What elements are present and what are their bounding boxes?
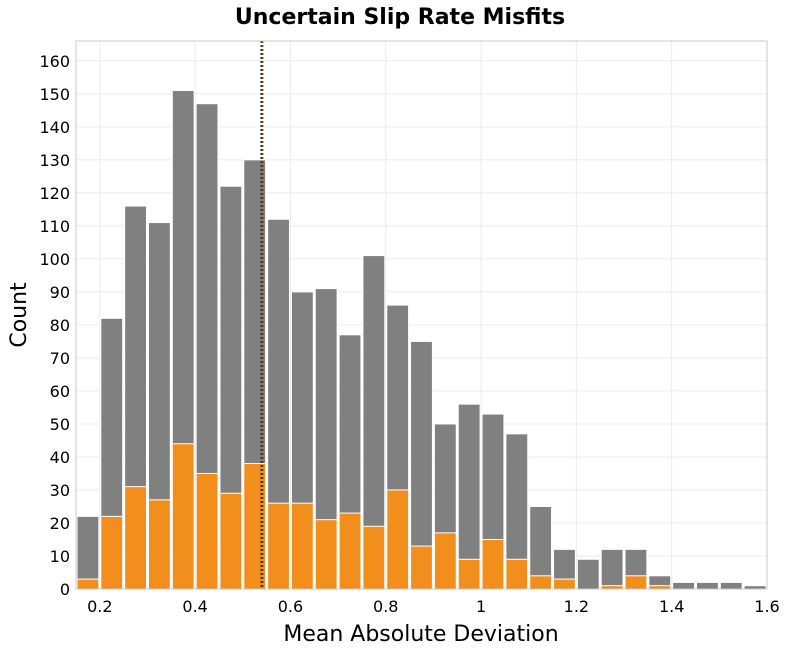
y-tick-label: 0 (60, 580, 70, 599)
total-count-bar (696, 581, 719, 590)
y-tick-label: 160 (39, 52, 70, 71)
highlight-count-bar (553, 578, 576, 590)
total-count-bar (576, 558, 600, 590)
x-tick-label: 0.2 (87, 597, 112, 616)
y-tick-label: 140 (39, 118, 70, 137)
y-tick-label: 40 (50, 448, 70, 467)
x-tick-label: 1.4 (659, 597, 684, 616)
bars (76, 90, 767, 590)
highlight-count-bar (290, 502, 314, 590)
highlight-count-bar (171, 443, 195, 590)
highlight-count-bar (362, 525, 386, 590)
highlight-count-bar (147, 499, 171, 590)
highlight-count-bar (338, 512, 362, 590)
highlight-count-bar (219, 492, 243, 590)
x-tick-label: 0.6 (278, 597, 303, 616)
total-count-bar (76, 515, 100, 590)
highlight-count-bar (410, 545, 433, 590)
plot-frame (75, 40, 768, 590)
highlight-count-bar (457, 558, 481, 590)
y-axis-title: Count (7, 282, 32, 348)
y-tick-label: 50 (50, 415, 70, 434)
highlight-count-bar (124, 486, 147, 590)
x-axis-title: Mean Absolute Deviation (283, 622, 558, 647)
total-count-bar (600, 548, 624, 590)
highlight-count-bar (100, 515, 124, 590)
highlight-count-bar (195, 472, 219, 590)
y-tick-label: 80 (50, 316, 70, 335)
highlight-count-bar (433, 532, 457, 590)
highlight-count-bar (505, 558, 529, 590)
y-tick-label: 20 (50, 514, 70, 533)
highlight-count-bar (314, 519, 338, 590)
y-tick-label: 60 (50, 382, 70, 401)
highlight-count-bar (481, 538, 505, 590)
highlight-count-bar (624, 575, 648, 590)
highlight-count-bar (76, 578, 100, 590)
x-tick-label: 1.2 (564, 597, 589, 616)
y-tick-label: 150 (39, 85, 70, 104)
highlight-count-bar (529, 575, 553, 590)
chart-title: Uncertain Slip Rate Misfits (235, 5, 565, 30)
x-tick-label: 1 (476, 597, 486, 616)
highlight-count-bar (267, 502, 290, 590)
y-tick-label: 120 (39, 184, 70, 203)
tick-labels: 0 10 20 30 40 50 60 70 80 90 100 110 120 130 140 150 160… (39, 52, 779, 616)
x-tick-label: 1.6 (754, 597, 779, 616)
x-tick-label: 0.8 (373, 597, 398, 616)
y-tick-label: 90 (50, 283, 70, 302)
y-tick-label: 70 (50, 349, 70, 368)
highlight-count-bar (386, 489, 410, 590)
y-tick-label: 130 (39, 151, 70, 170)
y-tick-label: 100 (39, 250, 70, 269)
total-count-bar (719, 581, 743, 590)
y-tick-label: 30 (50, 481, 70, 500)
y-tick-label: 10 (50, 547, 70, 566)
x-tick-label: 0.4 (182, 597, 207, 616)
y-tick-label: 110 (39, 217, 70, 236)
total-count-bar (672, 581, 696, 590)
